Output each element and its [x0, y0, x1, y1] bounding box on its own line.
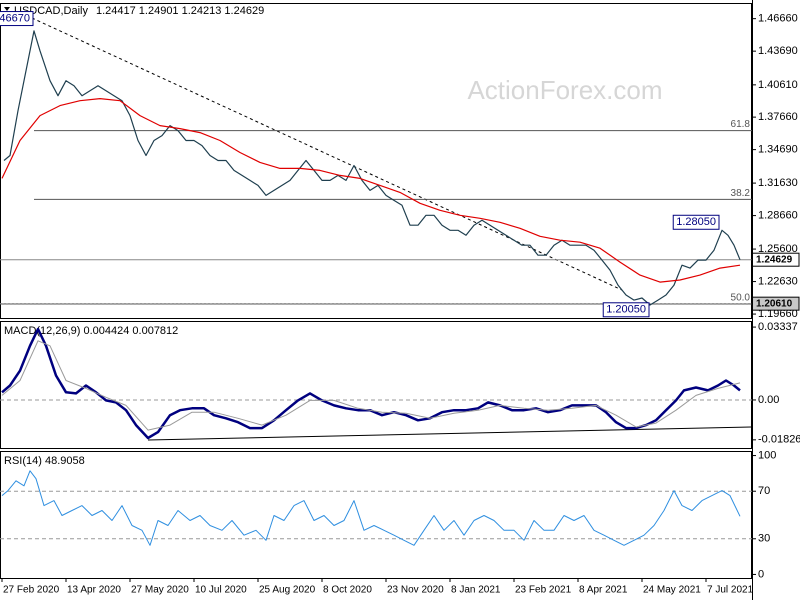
price-tag-label: 1.20610	[756, 298, 793, 309]
series-line	[1, 98, 741, 283]
fib-label: 38.2	[731, 188, 751, 199]
y-tick-label: 0	[758, 568, 764, 580]
series-line	[1, 470, 741, 546]
series-line	[3, 30, 741, 306]
annotation-box	[672, 214, 720, 230]
y-tick-label: 1.37660	[758, 111, 798, 123]
annotation-box	[0, 11, 34, 27]
chart-subtitle: 1.24417 1.24901 1.24213 1.24629	[96, 5, 264, 17]
y-tick-label: 0.00	[758, 394, 779, 406]
y-tick-label: 1.25600	[758, 243, 798, 255]
x-tick-label: 23 Feb 2021	[515, 585, 572, 596]
x-tick-label: 8 Oct 2020	[323, 585, 372, 596]
x-tick-label: 25 Aug 2020	[259, 585, 316, 596]
macd-panel	[0, 321, 752, 449]
x-tick-label: 13 Apr 2020	[67, 585, 121, 596]
series-line	[1, 340, 741, 431]
price-tag-label: 1.24629	[756, 254, 793, 265]
price-panel	[0, 3, 752, 319]
y-tick-label: 30	[758, 533, 770, 545]
annotation-box	[602, 302, 650, 318]
macd-trend-line	[147, 426, 752, 441]
chart-title: MACD(12,26,9) 0.004424 0.007812	[4, 325, 178, 337]
x-tick-label: 27 May 2020	[131, 585, 189, 596]
x-tick-label: 8 Apr 2021	[579, 585, 628, 596]
y-tick-label: 1.31630	[758, 177, 798, 189]
watermark: ActionForex.com	[467, 75, 662, 105]
x-tick-label: 23 Nov 2020	[387, 585, 444, 596]
y-tick-label: 100	[758, 449, 776, 461]
y-tick-label: 1.43690	[758, 45, 798, 57]
x-tick-label: 24 May 2021	[643, 585, 701, 596]
menu-icon	[4, 7, 10, 11]
x-tick-label: 27 Feb 2020	[3, 585, 60, 596]
y-tick-label: 1.34690	[758, 144, 798, 156]
chart-title: RSI(14) 48.9058	[4, 455, 85, 467]
annotation-label: 1.20050	[606, 304, 646, 316]
annotation: 1.28050	[672, 214, 720, 230]
rsi-panel	[0, 451, 752, 579]
y-tick-label: 1.22630	[758, 275, 798, 287]
x-tick-label: 7 Jul 2021	[707, 585, 754, 596]
y-tick-label: 1.46660	[758, 13, 798, 25]
y-tick-label: 70	[758, 485, 770, 497]
fib-label: 50.0	[731, 293, 751, 304]
y-tick-label: 0.03337	[758, 321, 798, 333]
fib-label: 61.8	[731, 119, 751, 130]
y-tick-label: 1.40610	[758, 79, 798, 91]
annotation: 1.46670	[0, 11, 34, 27]
annotation-label: 1.28050	[676, 216, 716, 228]
y-tick-label: -0.018262	[758, 434, 800, 446]
y-tick-label: 1.19660	[758, 308, 798, 320]
y-tick-label: 1.28660	[758, 210, 798, 222]
x-tick-label: 8 Jan 2021	[451, 585, 501, 596]
x-tick-label: 10 Jul 2020	[195, 585, 247, 596]
annotation-label: 1.46670	[0, 12, 30, 24]
annotation: 1.20050	[602, 302, 650, 318]
